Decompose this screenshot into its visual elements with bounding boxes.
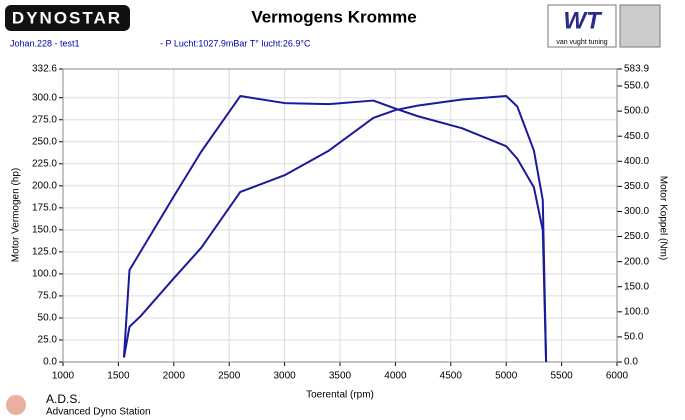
y-tick-label: 332.6 <box>32 64 57 75</box>
y-tick-label: 275.0 <box>32 114 57 125</box>
x-tick-label: 5500 <box>550 371 573 382</box>
x-tick-label: 4000 <box>384 371 407 382</box>
y-tick-label: 75.0 <box>38 291 58 302</box>
y-tick-label: 175.0 <box>32 202 57 213</box>
plot-frame <box>62 68 618 363</box>
y-tick-label: 300.0 <box>32 92 57 103</box>
y2-tick-label: 100.0 <box>624 306 649 317</box>
y-tick-label: 25.0 <box>38 335 58 346</box>
y-tick-label: 50.0 <box>38 313 58 324</box>
footer-title: A.D.S. <box>46 392 81 406</box>
x-tick-label: 1500 <box>107 371 130 382</box>
y-tick-label: 200.0 <box>32 180 57 191</box>
y2-tick-label: 450.0 <box>624 131 649 142</box>
y2-tick-label: 500.0 <box>624 106 649 117</box>
y2-tick-label: 400.0 <box>624 156 649 167</box>
footer-sub: Advanced Dyno Station <box>46 407 151 418</box>
series-line <box>122 95 548 363</box>
x-tick-label: 3500 <box>329 371 352 382</box>
y2-tick-label: 550.0 <box>624 81 649 92</box>
y-axis-label: Motor Vermogen (hp) <box>11 168 22 263</box>
y-tick-label: 150.0 <box>32 224 57 235</box>
y2-tick-label: 300.0 <box>624 206 649 217</box>
logo-right-sub: van vught tuning <box>556 39 607 46</box>
logo-right: WT <box>563 7 603 34</box>
y2-tick-label: 0.0 <box>624 357 638 368</box>
y2-tick-label: 150.0 <box>624 281 649 292</box>
y2-axis-label: Motor Koppel (Nm) <box>657 176 668 260</box>
x-tick-label: 3000 <box>273 371 296 382</box>
y-tick-label: 225.0 <box>32 158 57 169</box>
y-tick-label: 125.0 <box>32 247 57 258</box>
series-line <box>122 94 548 363</box>
logo-right-box <box>547 4 617 48</box>
x-tick-label: 6000 <box>606 371 629 382</box>
y2-tick-label: 200.0 <box>624 256 649 267</box>
logo-box <box>5 5 130 31</box>
logo-image <box>619 4 661 48</box>
x-tick-label: 2000 <box>163 371 186 382</box>
x-axis-label: Toerental (rpm) <box>306 390 374 401</box>
y2-tick-label: 350.0 <box>624 181 649 192</box>
y2-tick-label: 50.0 <box>624 332 644 343</box>
logo-left: DYNOSTAR <box>12 8 122 27</box>
y2-tick-label: 250.0 <box>624 231 649 242</box>
x-tick-label: 1000 <box>52 371 75 382</box>
footer-logo <box>6 395 26 415</box>
y-tick-label: 100.0 <box>32 269 57 280</box>
y-tick-label: 250.0 <box>32 136 57 147</box>
x-tick-label: 2500 <box>218 371 241 382</box>
y-tick-label: 0.0 <box>43 357 57 368</box>
chart-title: Vermogens Kromme <box>251 7 416 26</box>
y2-tick-label: 583.9 <box>624 64 649 75</box>
conditions: - P Lucht:1027.9mBar T° lucht:26.9°C <box>160 38 311 48</box>
x-tick-label: 4500 <box>440 371 463 382</box>
x-tick-label: 5000 <box>495 371 518 382</box>
run-name: Johan.228 - test1 <box>10 38 80 48</box>
